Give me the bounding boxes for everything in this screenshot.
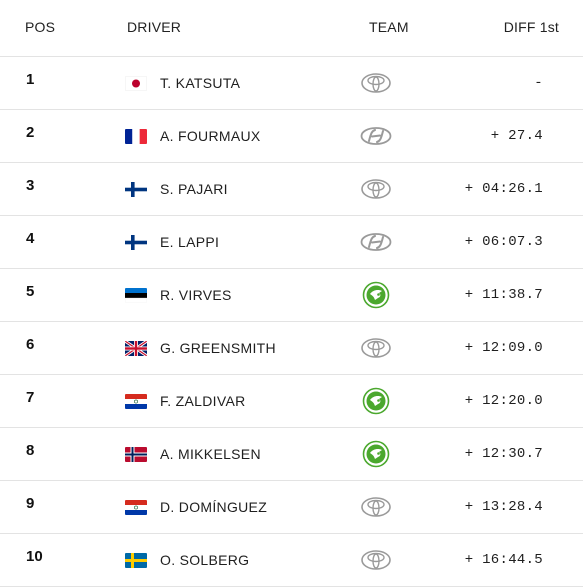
driver-name[interactable]: F. ZALDIVAR	[160, 393, 246, 409]
driver-name[interactable]: S. PAJARI	[160, 181, 228, 197]
position: 3	[26, 177, 35, 194]
toyota-logo-icon	[359, 334, 393, 362]
table-row[interactable]: 3 S. PAJARI + 04:26.1	[0, 163, 583, 216]
uk-flag-icon	[125, 341, 147, 356]
paraguay-flag-icon	[125, 394, 147, 409]
position: 4	[26, 230, 35, 247]
table-row[interactable]: 4 E. LAPPI + 06:07.3	[0, 216, 583, 269]
skoda-logo-icon	[359, 387, 393, 415]
table-header: POS DRIVER TEAM DIFF 1st	[0, 0, 583, 57]
position: 9	[26, 495, 35, 512]
table-row[interactable]: 7 F. ZALDIVAR + 12:20.0	[0, 375, 583, 428]
diff-to-first: + 12:09.0	[464, 340, 543, 356]
toyota-logo-icon	[359, 175, 393, 203]
japan-flag-icon	[125, 76, 147, 91]
driver-name[interactable]: R. VIRVES	[160, 287, 232, 303]
table-row[interactable]: 9 D. DOMÍNGUEZ + 13:28.4	[0, 481, 583, 534]
skoda-logo-icon	[359, 440, 393, 468]
hyundai-logo-icon	[359, 228, 393, 256]
driver-name[interactable]: A. FOURMAUX	[160, 128, 261, 144]
table-row[interactable]: 8 A. MIKKELSEN + 12:30.7	[0, 428, 583, 481]
position: 7	[26, 389, 35, 406]
estonia-flag-icon	[125, 288, 147, 303]
diff-to-first: + 27.4	[490, 128, 543, 144]
driver-name[interactable]: G. GREENSMITH	[160, 340, 276, 356]
table-row[interactable]: 6 G. GREENSMITH + 12:09.0	[0, 322, 583, 375]
table-row[interactable]: 1 T. KATSUTA -	[0, 57, 583, 110]
paraguay-flag-icon	[125, 500, 147, 515]
table-row[interactable]: 2 A. FOURMAUX + 27.4	[0, 110, 583, 163]
driver-name[interactable]: T. KATSUTA	[160, 75, 241, 91]
diff-to-first: + 11:38.7	[464, 287, 543, 303]
header-pos: POS	[25, 19, 56, 35]
diff-to-first: + 04:26.1	[464, 181, 543, 197]
skoda-logo-icon	[359, 281, 393, 309]
position: 5	[26, 283, 35, 300]
hyundai-logo-icon	[359, 122, 393, 150]
toyota-logo-icon	[359, 69, 393, 97]
driver-name[interactable]: A. MIKKELSEN	[160, 446, 261, 462]
header-team: TEAM	[369, 19, 409, 35]
diff-to-first: + 12:30.7	[464, 446, 543, 462]
diff-to-first: + 06:07.3	[464, 234, 543, 250]
diff-to-first: -	[534, 75, 543, 91]
france-flag-icon	[125, 129, 147, 144]
diff-to-first: + 13:28.4	[464, 499, 543, 515]
position: 10	[26, 548, 43, 565]
table-row[interactable]: 5 R. VIRVES + 11:38.7	[0, 269, 583, 322]
table-body: 1 T. KATSUTA - 2 A. FOURMAUX + 27.4 3 S. PAJARI…	[0, 57, 583, 587]
toyota-logo-icon	[359, 493, 393, 521]
finland-flag-icon	[125, 235, 147, 250]
table-row[interactable]: 10 O. SOLBERG + 16:44.5	[0, 534, 583, 587]
diff-to-first: + 12:20.0	[464, 393, 543, 409]
driver-name[interactable]: O. SOLBERG	[160, 552, 250, 568]
driver-name[interactable]: E. LAPPI	[160, 234, 220, 250]
header-diff: DIFF 1st	[503, 19, 559, 35]
norway-flag-icon	[125, 447, 147, 462]
header-driver: DRIVER	[127, 19, 182, 35]
position: 8	[26, 442, 35, 459]
position: 6	[26, 336, 35, 353]
diff-to-first: + 16:44.5	[464, 552, 543, 568]
finland-flag-icon	[125, 182, 147, 197]
toyota-logo-icon	[359, 546, 393, 574]
position: 1	[26, 71, 35, 88]
sweden-flag-icon	[125, 553, 147, 568]
driver-name[interactable]: D. DOMÍNGUEZ	[160, 499, 268, 515]
position: 2	[26, 124, 35, 141]
